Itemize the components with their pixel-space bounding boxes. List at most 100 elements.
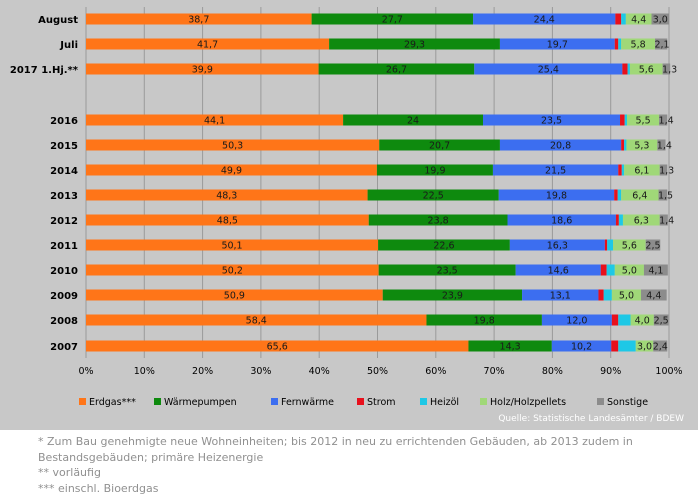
bar-segment: [651, 13, 669, 25]
legend-label: Erdgas***: [89, 397, 136, 408]
legend-label: Sonstige: [607, 397, 648, 408]
bar-segment: [659, 164, 668, 176]
bar-segment: [618, 340, 636, 352]
data-label: 23,5: [437, 266, 458, 277]
bar-segment: [499, 139, 622, 151]
stacked-bar-chart: August Juli 2017 1.Hj.** 2016 2015 2014 2013 20…: [10, 7, 683, 408]
data-label: 41,7: [197, 40, 218, 51]
data-label: 1,5: [658, 191, 673, 202]
bar-segment: [645, 239, 661, 251]
data-label: 1,4: [659, 216, 674, 227]
bar-segment: [618, 214, 623, 226]
bar-segment: [643, 264, 668, 276]
bar-segment: [625, 13, 652, 25]
data-label: 14,3: [500, 342, 521, 353]
bar-segment: [329, 38, 500, 50]
data-label: 1,4: [659, 116, 674, 127]
data-label: 24,4: [534, 15, 555, 26]
bar-segment: [621, 189, 659, 201]
category-label: Juli: [59, 40, 78, 51]
footnote-2: ** vorläufig: [38, 466, 101, 479]
bar-segment: [86, 164, 377, 176]
bar-segment: [492, 164, 619, 176]
bar-segment: [622, 214, 660, 226]
data-label: 23,9: [442, 291, 463, 302]
legend-swatch: [271, 398, 278, 405]
data-label: 5,6: [639, 65, 654, 76]
bar-segment: [379, 139, 500, 151]
bar-segment: [618, 38, 622, 50]
bar-segment: [426, 314, 542, 326]
data-label: 19,7: [547, 40, 568, 51]
bar-segment: [641, 289, 667, 301]
bar-segment: [86, 314, 427, 326]
legend-label: Heizöl: [430, 397, 459, 408]
bar-segment: [551, 340, 612, 352]
data-label: 4,4: [631, 15, 646, 26]
data-label: 22,6: [433, 241, 454, 252]
bar-segment: [318, 63, 475, 75]
bar-segment: [86, 63, 319, 75]
data-label: 39,9: [192, 65, 213, 76]
data-label: 2,5: [645, 241, 660, 252]
bar-segment: [627, 114, 660, 126]
bar-segment: [659, 114, 668, 126]
bar-segment: [614, 189, 618, 201]
bar-segment: [343, 114, 484, 126]
bar-segment: [620, 114, 625, 126]
bar-segment: [378, 239, 510, 251]
x-tick-label: 80%: [542, 366, 563, 377]
bar-segment: [522, 289, 599, 301]
bar-segment: [611, 289, 642, 301]
data-label: 29,3: [404, 40, 425, 51]
data-label: 3,0: [637, 342, 652, 353]
bar-segment: [618, 314, 631, 326]
bar-segment: [382, 289, 523, 301]
data-label: 20,7: [429, 141, 450, 152]
data-label: 5,3: [634, 141, 649, 152]
category-label: 2013: [50, 191, 78, 202]
bar-segment: [499, 38, 615, 50]
bar-segment: [614, 38, 619, 50]
bar-segment: [378, 264, 516, 276]
bar-segment: [615, 214, 619, 226]
category-label: 2007: [50, 342, 78, 353]
bar-segment: [603, 289, 612, 301]
category-label: 2017 1.Hj.**: [10, 65, 79, 76]
bar-segment: [509, 239, 605, 251]
data-label: 19,8: [474, 316, 495, 327]
data-label: 14,6: [548, 266, 569, 277]
data-label: 1,3: [659, 166, 674, 177]
x-tick-label: 60%: [425, 366, 446, 377]
bar-segment: [86, 289, 383, 301]
legend-swatch: [420, 398, 427, 405]
bar-segment: [86, 239, 379, 251]
bar-segment: [86, 114, 344, 126]
data-label: 48,5: [217, 216, 238, 227]
data-label: 2,1: [654, 40, 669, 51]
x-tick-label: 20%: [192, 366, 213, 377]
bar-segment: [474, 63, 623, 75]
bar-segment: [629, 63, 663, 75]
chart-panel: August Juli 2017 1.Hj.** 2016 2015 2014 2013 20…: [0, 0, 698, 430]
bar-segment: [607, 239, 614, 251]
x-tick-label: 40%: [309, 366, 330, 377]
x-tick-label: 50%: [367, 366, 388, 377]
bar-segment: [659, 214, 668, 226]
bar-segment: [368, 214, 508, 226]
category-label: August: [38, 15, 78, 26]
data-label: 20,8: [550, 141, 571, 152]
x-tick-label: 90%: [600, 366, 621, 377]
data-label: 27,7: [382, 15, 403, 26]
bar-segment: [86, 264, 379, 276]
bar-segment: [515, 264, 601, 276]
bar-segment: [613, 239, 646, 251]
bar-segment: [86, 340, 469, 352]
data-label: 50,3: [222, 141, 243, 152]
bar-segment: [627, 63, 630, 75]
bar-segment: [86, 214, 369, 226]
data-label: 48,3: [216, 191, 237, 202]
bar-segment: [615, 13, 622, 25]
bar-segment: [662, 63, 671, 75]
x-tick-label: 30%: [250, 366, 271, 377]
